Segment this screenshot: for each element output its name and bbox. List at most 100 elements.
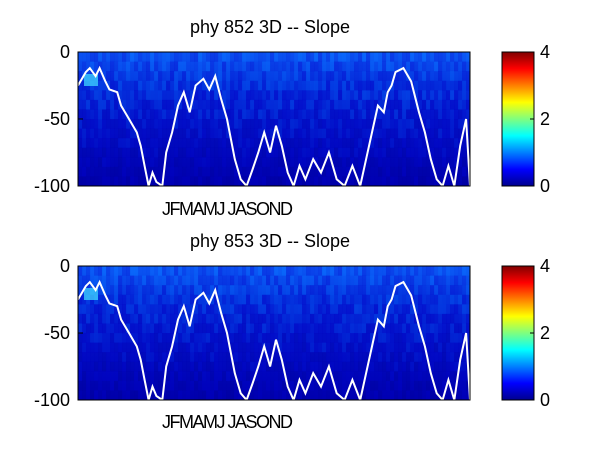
heatmap-cell: [250, 313, 255, 324]
heatmap-cell: [402, 285, 407, 296]
heatmap-cell: [446, 128, 451, 139]
heatmap-cell: [458, 166, 463, 177]
heatmap-cell: [282, 342, 287, 353]
heatmap-cell: [274, 275, 279, 286]
heatmap-cell: [154, 313, 159, 324]
heatmap-cell: [158, 90, 163, 101]
heatmap-cell: [178, 109, 183, 120]
heatmap-cell: [142, 352, 147, 363]
heatmap-cell: [190, 90, 195, 101]
heatmap-cell: [202, 352, 207, 363]
heatmap-cell: [294, 138, 299, 149]
heatmap-cell: [354, 352, 359, 363]
heatmap-cell: [198, 342, 203, 353]
heatmap-cell: [342, 285, 347, 296]
heatmap-cell: [358, 157, 363, 168]
heatmap-cell: [146, 61, 151, 72]
heatmap-cell: [330, 275, 335, 286]
heatmap-cell: [222, 138, 227, 149]
heatmap-cell: [390, 157, 395, 168]
heatmap-cell: [282, 333, 287, 343]
heatmap-cell: [94, 266, 99, 276]
heatmap-cell: [406, 166, 411, 177]
heatmap-cell: [358, 313, 363, 324]
heatmap-cell: [286, 147, 291, 158]
heatmap-cell: [394, 275, 399, 286]
heatmap-cell: [370, 294, 375, 305]
heatmap-cell: [234, 304, 239, 315]
heatmap-cell: [118, 266, 123, 276]
heatmap-highlight: [84, 74, 98, 86]
heatmap-cell: [146, 266, 151, 276]
heatmap-cell: [82, 52, 87, 62]
heatmap-cell: [274, 176, 279, 187]
heatmap-cell: [110, 157, 115, 168]
heatmap-cell: [406, 138, 411, 149]
heatmap-cell: [450, 275, 455, 286]
heatmap-cell: [434, 380, 439, 391]
heatmap-cell: [326, 390, 331, 401]
heatmap-cell: [390, 285, 395, 296]
heatmap-cell: [170, 390, 175, 401]
heatmap-cell: [210, 52, 215, 62]
heatmap-cell: [298, 371, 303, 382]
heatmap-cell: [362, 157, 367, 168]
heatmap-cell: [358, 323, 363, 334]
heatmap-cell: [398, 323, 403, 334]
heatmap-cell: [294, 323, 299, 334]
heatmap-cell: [122, 266, 127, 276]
heatmap-cell: [382, 90, 387, 101]
heatmap-cell: [226, 294, 231, 305]
heatmap-cell: [258, 266, 263, 276]
heatmap-cell: [106, 313, 111, 324]
heatmap-cell: [178, 52, 183, 62]
heatmap-cell: [258, 342, 263, 353]
heatmap-cell: [214, 304, 219, 315]
heatmap-cell: [406, 352, 411, 363]
heatmap-cell: [274, 294, 279, 305]
heatmap-cell: [202, 119, 207, 129]
heatmap-cell: [246, 361, 251, 372]
heatmap-cell: [194, 166, 199, 177]
heatmap-cell: [310, 147, 315, 158]
heatmap-cell: [334, 52, 339, 62]
heatmap-cell: [210, 361, 215, 372]
heatmap-cell: [138, 90, 143, 101]
heatmap-cell: [218, 294, 223, 305]
heatmap-cell: [402, 138, 407, 149]
heatmap-cell: [150, 128, 155, 139]
heatmap-cell: [170, 109, 175, 120]
heatmap-cell: [354, 380, 359, 391]
heatmap-cell: [226, 176, 231, 187]
heatmap-cell: [230, 109, 235, 120]
y-tick-label: -100: [34, 176, 70, 196]
heatmap-cell: [142, 275, 147, 286]
heatmap-cell: [442, 138, 447, 149]
heatmap-cell: [234, 52, 239, 62]
heatmap-cell: [222, 266, 227, 276]
heatmap-cell: [462, 313, 467, 324]
heatmap-cell: [118, 52, 123, 62]
heatmap-cell: [402, 52, 407, 62]
heatmap-cell: [126, 109, 131, 120]
heatmap-cell: [426, 342, 431, 353]
heatmap-cell: [98, 61, 103, 72]
heatmap-cell: [202, 294, 207, 305]
heatmap-cell: [462, 275, 467, 286]
heatmap-cell: [150, 390, 155, 401]
heatmap-cell: [198, 166, 203, 177]
heatmap-cell: [326, 285, 331, 296]
heatmap-cell: [178, 157, 183, 168]
heatmap-cell: [326, 352, 331, 363]
heatmap-cell: [250, 138, 255, 149]
heatmap-cell: [358, 119, 363, 129]
heatmap-cell: [386, 109, 391, 120]
heatmap-cell: [394, 109, 399, 120]
heatmap-cell: [210, 285, 215, 296]
heatmap-cell: [166, 361, 171, 372]
heatmap-cell: [262, 119, 267, 129]
heatmap-cell: [434, 342, 439, 353]
heatmap-cell: [466, 119, 471, 129]
heatmap-cell: [410, 304, 415, 315]
heatmap-cell: [422, 90, 427, 101]
